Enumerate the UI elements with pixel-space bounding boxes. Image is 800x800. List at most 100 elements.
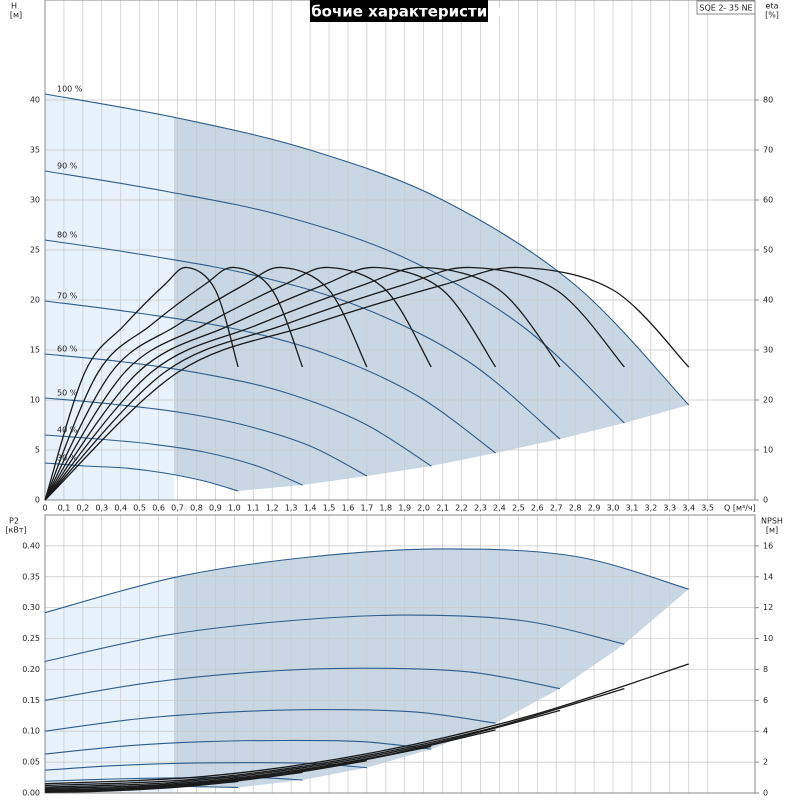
y2-tick-label: 80 xyxy=(763,96,773,105)
y2-tick-label: 6 xyxy=(763,696,768,705)
secondary-curve xyxy=(44,687,625,787)
curve xyxy=(44,93,690,406)
x-tick-label: 3,1 xyxy=(626,504,639,513)
secondary-curve xyxy=(44,266,625,501)
y2-tick-label: 20 xyxy=(763,396,773,405)
y2-tick-label: 0 xyxy=(763,789,768,798)
curve xyxy=(44,462,239,492)
x-tick-label: 1,4 xyxy=(304,504,317,513)
y-tick-label: 0 xyxy=(35,496,40,505)
curve-label: 80 % xyxy=(57,231,78,240)
title-box xyxy=(310,0,488,22)
y2-tick-label: 10 xyxy=(763,446,773,455)
y2-tick-label: 16 xyxy=(763,541,773,550)
curve-label: 50 % xyxy=(57,389,78,398)
y2-tick-label: 10 xyxy=(763,634,773,643)
x-tick-label: 2,5 xyxy=(512,504,525,513)
y-tick-label: 40 xyxy=(30,96,40,105)
x-tick-label: 0,7 xyxy=(171,504,184,513)
secondary-curve xyxy=(44,266,497,501)
y-tick-label: 0.05 xyxy=(22,758,40,767)
x-tick-label: 2,7 xyxy=(550,504,563,513)
curve xyxy=(44,614,625,662)
x-tick-label: 1,9 xyxy=(398,504,411,513)
x-tick-label: 0,3 xyxy=(95,504,108,513)
curve xyxy=(44,548,689,614)
y-tick-label: 0.15 xyxy=(22,696,40,705)
y-tick-label: 0.30 xyxy=(22,603,40,612)
y2-axis-unit: [м] xyxy=(766,526,778,535)
x-tick-label: 0,4 xyxy=(114,504,127,513)
x-tick-label: 3,4 xyxy=(682,504,695,513)
x-tick-label: 2,9 xyxy=(588,504,601,513)
curve xyxy=(44,434,303,486)
x-tick-label: 1,7 xyxy=(360,504,373,513)
y2-tick-label: 0 xyxy=(763,496,768,505)
secondary-curve xyxy=(44,266,368,501)
y2-tick-label: 60 xyxy=(763,196,773,205)
x-tick-label: 3,5 xyxy=(701,504,714,513)
x-tick-label: 0,9 xyxy=(209,504,222,513)
y-tick-label: 5 xyxy=(35,446,40,455)
curve-label: 90 % xyxy=(57,162,78,171)
plot-frame xyxy=(44,514,756,794)
curve xyxy=(44,353,432,467)
secondary-curve xyxy=(44,266,432,501)
y-axis-label: P2 xyxy=(9,517,19,526)
curve-label: 100 % xyxy=(57,85,83,94)
x-tick-label: 0 xyxy=(42,504,47,513)
y2-tick-label: 4 xyxy=(763,727,768,736)
operating-range-light xyxy=(45,577,174,793)
x-axis-label: Q [м³/ч] xyxy=(724,504,756,513)
y-tick-label: 0.10 xyxy=(22,727,40,736)
y-tick-label: 0.25 xyxy=(22,634,40,643)
x-tick-label: 0,1 xyxy=(58,504,71,513)
y-axis-unit: [м] xyxy=(10,11,22,20)
x-tick-label: 0,2 xyxy=(76,504,89,513)
x-tick-label: 2,2 xyxy=(455,504,468,513)
y2-tick-label: 8 xyxy=(763,665,768,674)
secondary-curve xyxy=(44,266,304,501)
y-tick-label: 15 xyxy=(30,346,40,355)
y2-tick-label: 70 xyxy=(763,146,773,155)
y-tick-label: 0.40 xyxy=(22,541,40,550)
y2-tick-label: 2 xyxy=(763,758,768,767)
y-tick-label: 0.35 xyxy=(22,572,40,581)
secondary-curve xyxy=(44,266,239,501)
secondary-curve xyxy=(44,771,303,793)
curve-label: 70 % xyxy=(57,292,78,301)
y-axis-label: H xyxy=(11,2,17,11)
curve xyxy=(44,397,368,477)
x-tick-label: 1,6 xyxy=(342,504,355,513)
x-tick-label: 3,3 xyxy=(663,504,676,513)
model-box xyxy=(696,0,756,15)
x-tick-label: 0,8 xyxy=(190,504,203,513)
x-tick-label: 1,0 xyxy=(228,504,241,513)
secondary-curve xyxy=(44,266,561,501)
x-tick-label: 2,1 xyxy=(436,504,449,513)
curve xyxy=(44,739,432,755)
secondary-curve xyxy=(44,760,367,792)
y-tick-label: 20 xyxy=(30,296,40,305)
y2-axis-label: NPSH xyxy=(761,517,783,526)
y2-tick-label: 40 xyxy=(763,296,773,305)
operating-range-light xyxy=(45,94,174,500)
x-tick-label: 3,0 xyxy=(607,504,620,513)
x-tick-label: 3,2 xyxy=(644,504,657,513)
chart-title: Рабочие характеристики xyxy=(290,3,508,21)
secondary-curve xyxy=(44,709,561,788)
x-tick-label: 1,5 xyxy=(323,504,336,513)
y-tick-label: 35 xyxy=(30,146,40,155)
x-tick-label: 1,2 xyxy=(266,504,279,513)
x-tick-label: 1,8 xyxy=(379,504,392,513)
y2-axis-label: eta xyxy=(766,2,779,11)
x-tick-label: 2,4 xyxy=(493,504,506,513)
operating-range xyxy=(174,548,689,788)
x-tick-label: 0,5 xyxy=(133,504,146,513)
x-tick-label: 2,6 xyxy=(531,504,544,513)
y2-tick-label: 12 xyxy=(763,603,773,612)
secondary-curve xyxy=(44,663,689,785)
secondary-curve xyxy=(44,729,496,790)
curve-label: 30 % xyxy=(57,454,78,463)
